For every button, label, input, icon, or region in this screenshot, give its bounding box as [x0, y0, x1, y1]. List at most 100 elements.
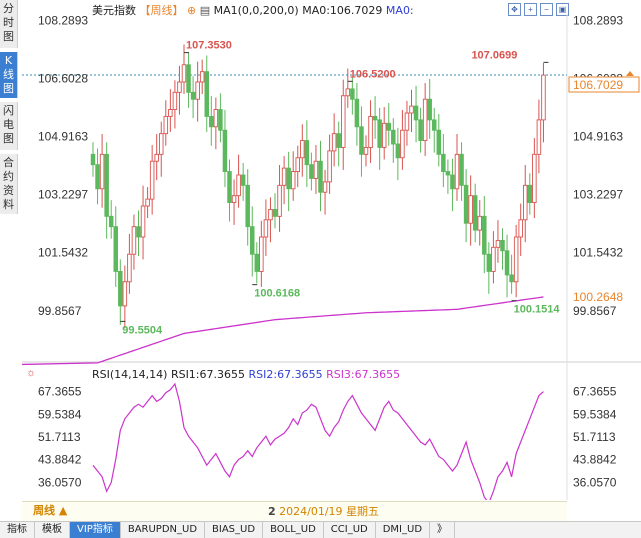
candle-body: [404, 112, 410, 131]
annotation-low: 99.5504: [122, 324, 163, 336]
candle-body: [281, 167, 287, 186]
candle-body: [468, 195, 473, 224]
candle-body: [195, 81, 200, 100]
candle-body: [131, 226, 137, 255]
tab-more[interactable]: 》: [430, 522, 456, 538]
candle-body: [254, 253, 260, 272]
candle-body: [354, 98, 360, 128]
candle-body: [345, 88, 351, 97]
tab-flash[interactable]: 闪电图: [0, 102, 18, 150]
candle-body: [422, 98, 428, 142]
ma-chart-icon[interactable]: ▤: [199, 4, 211, 17]
candle-body: [127, 253, 132, 283]
candle-body: [204, 71, 209, 117]
price-axis-tick: 108.2893: [573, 13, 623, 27]
candle-body: [413, 105, 419, 121]
candle-body: [359, 126, 364, 155]
zoom-out-icon[interactable]: −: [540, 3, 553, 16]
zoom-in-icon[interactable]: +: [524, 3, 537, 16]
ma-axis-value: 100.2648: [573, 290, 623, 304]
rsi-axis-tick-left: 36.0570: [38, 475, 82, 489]
weekday-value: 星期五: [346, 505, 380, 518]
candle-body: [391, 129, 396, 145]
candle-body: [190, 91, 196, 100]
candle-body: [168, 109, 173, 117]
candle-body: [104, 153, 109, 217]
candle-body: [377, 119, 382, 148]
candle-body: [90, 153, 96, 166]
rsi1-value: RSI1:67.3655: [170, 368, 245, 381]
tab-cci[interactable]: CCI_UD: [324, 522, 376, 538]
candle-body: [95, 164, 100, 190]
candle-body: [268, 208, 273, 221]
tab-contract-info[interactable]: 合约资料: [0, 154, 18, 214]
candle-body: [527, 184, 533, 204]
kline-chart[interactable]: 107.3530 106.5200 107.0699 99.5504 100.6168 1…: [0, 0, 641, 500]
rsi-header: RSI(14,14,14) RSI1:67.3655 RSI2:67.3655 …: [92, 368, 400, 381]
last-price-tag: [568, 76, 640, 93]
candle-body: [122, 281, 128, 307]
settings-icon[interactable]: ⊕: [187, 4, 197, 17]
tab-template[interactable]: 模板: [35, 522, 70, 538]
candle-body: [445, 171, 451, 176]
tab-bias[interactable]: BIAS_UD: [205, 522, 264, 538]
tab-vip-indicator[interactable]: VIP指标: [70, 522, 121, 538]
price-axis-tick: 103.2297: [573, 188, 623, 202]
candle-body: [368, 115, 373, 148]
rsi-params: RSI(14,14,14): [92, 368, 168, 381]
annotation-high: 107.3530: [186, 40, 232, 52]
tab-intraday[interactable]: 分时图: [0, 0, 18, 48]
candle-body: [177, 81, 182, 93]
rsi-axis-tick-left: 43.8842: [38, 453, 82, 467]
candle-body: [245, 184, 250, 228]
tab-barupdn[interactable]: BARUPDN_UD: [121, 522, 206, 538]
candle-body: [395, 143, 401, 159]
candle-body: [145, 198, 150, 207]
price-axis-tick: 99.8567: [573, 304, 617, 318]
candle-body: [236, 174, 241, 197]
candle-body: [272, 208, 278, 217]
tab-dmi[interactable]: DMI_UD: [376, 522, 431, 538]
candle-body: [427, 98, 432, 121]
candle-body: [472, 195, 478, 231]
last-price-value: 106.7029: [573, 78, 623, 92]
rsi2-value: RSI2:67.3655: [248, 368, 323, 381]
candle-body: [363, 146, 369, 155]
candle-body: [172, 91, 178, 111]
candle-body: [463, 184, 469, 224]
candle-body: [386, 122, 392, 131]
period-button[interactable]: 周线 ▲: [33, 504, 68, 517]
price-axis-tick-left: 108.2893: [38, 13, 88, 27]
candle-body: [504, 250, 510, 276]
candle-body: [432, 119, 437, 131]
candle-body: [400, 129, 405, 159]
tab-indicator[interactable]: 指标: [0, 522, 35, 538]
price-axis-tick-left: 104.9163: [38, 130, 88, 144]
date-bar: [22, 501, 567, 521]
restore-icon[interactable]: ▣: [556, 3, 569, 16]
chart-toolbar: ✥ + − ▣: [508, 3, 569, 16]
tab-boll[interactable]: BOLL_UD: [263, 522, 324, 538]
rsi-settings-icon[interactable]: ☼: [26, 367, 36, 379]
period-selector[interactable]: 【周线】: [139, 4, 184, 17]
candle-body: [140, 205, 146, 238]
candle-body: [313, 160, 319, 179]
candle-body: [336, 133, 341, 148]
candle-body: [181, 64, 187, 83]
candle-body: [99, 153, 105, 190]
annotation-high: 106.5200: [350, 68, 396, 80]
candle-body: [486, 253, 492, 272]
candle-body: [113, 226, 118, 272]
candle-body: [227, 171, 232, 204]
candle-body: [263, 219, 269, 238]
candle-body: [222, 129, 228, 173]
candle-body: [136, 226, 141, 238]
candle-body: [154, 153, 159, 162]
ma0-short-label: MA0:: [385, 4, 414, 17]
tab-kline[interactable]: K线图: [0, 52, 18, 98]
indicator-tabs: 指标 模板 VIP指标 BARUPDN_UD BIAS_UD BOLL_UD C…: [0, 521, 641, 538]
date-value: 2024/01/19: [279, 505, 343, 518]
candle-body: [372, 115, 378, 121]
crosshair-icon[interactable]: ✥: [508, 3, 521, 16]
candle-body: [500, 239, 505, 252]
